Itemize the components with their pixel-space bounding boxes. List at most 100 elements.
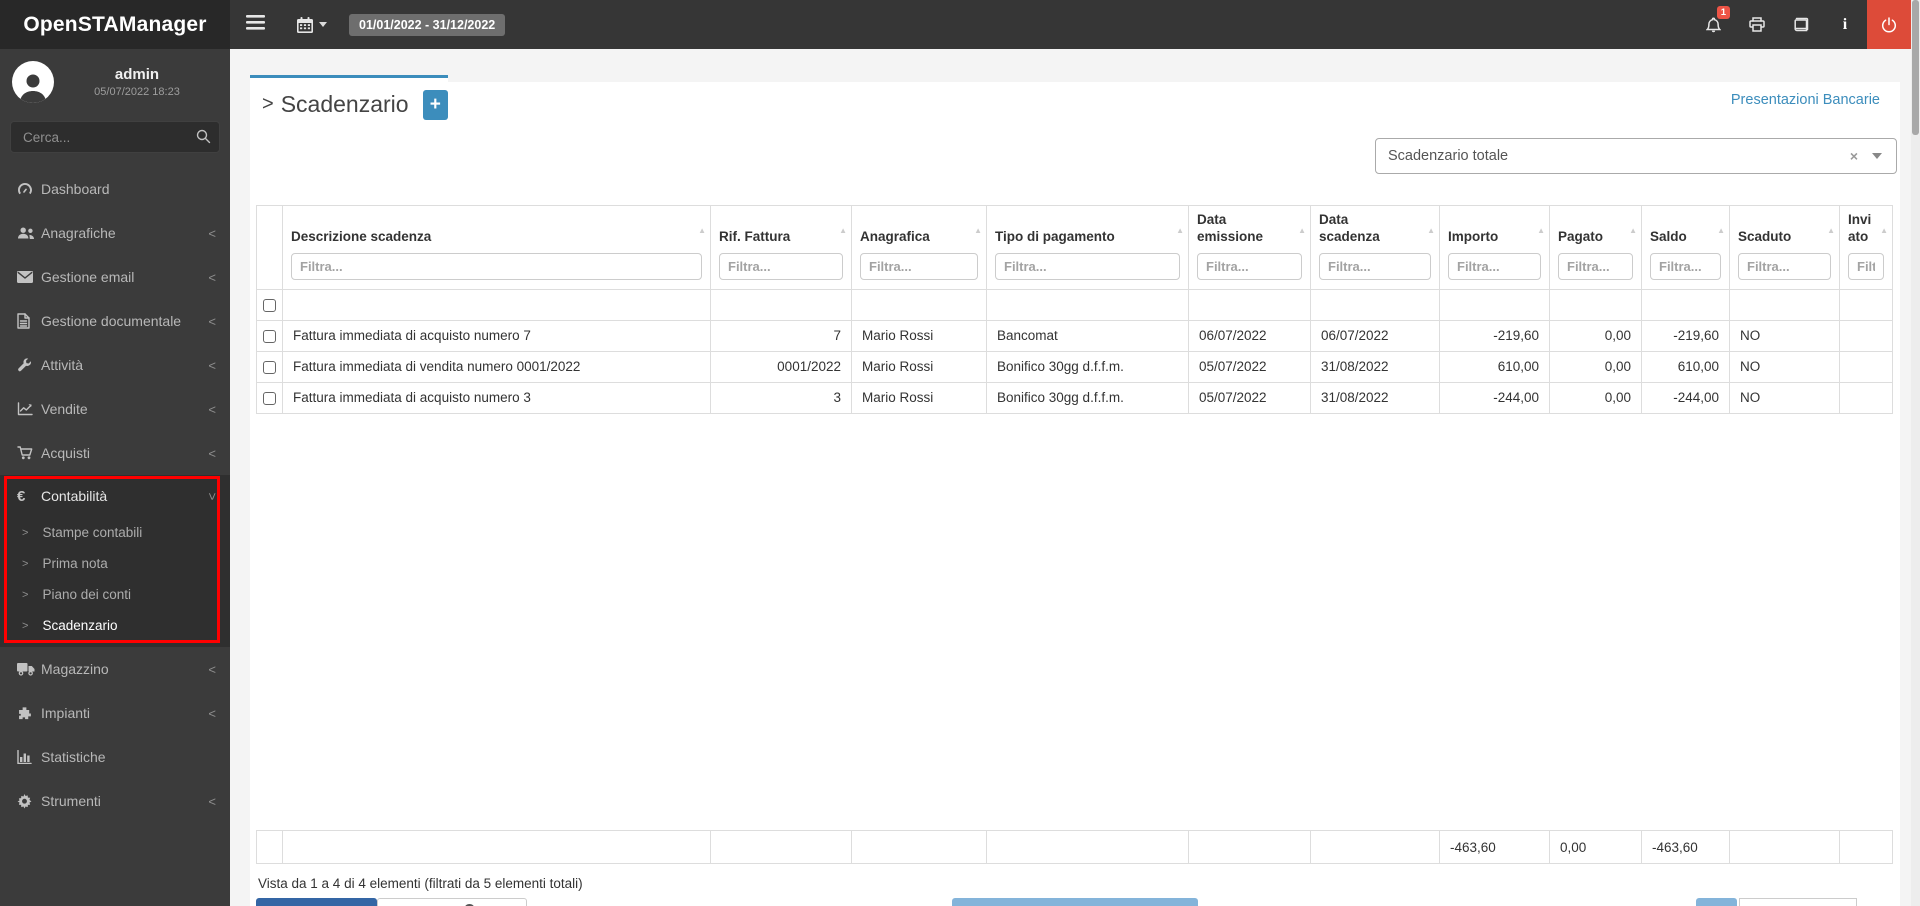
page-length-button-partial[interactable]: [952, 898, 1198, 906]
user-name: admin: [114, 66, 160, 83]
total-importo: -463,60: [1439, 830, 1550, 864]
sort-caret-icon: ▲: [1717, 225, 1725, 235]
filter-inviato-input[interactable]: [1848, 252, 1884, 280]
tab-scadenzario[interactable]: > Scadenzario +: [250, 75, 448, 131]
filter-rif-fattura-input[interactable]: [719, 252, 843, 280]
sidebar-item-magazzino[interactable]: Magazzino <: [0, 647, 230, 691]
sidebar-search: [10, 121, 220, 153]
sort-caret-icon: ▲: [839, 225, 847, 235]
sidebar-item-impianti[interactable]: Impianti <: [0, 691, 230, 735]
print-button[interactable]: [1735, 0, 1779, 49]
col-header-anagrafica[interactable]: Anagrafica ▲: [851, 204, 987, 249]
row-checkbox[interactable]: [263, 299, 276, 313]
sidebar-item-strumenti[interactable]: Strumenti <: [0, 779, 230, 823]
sidebar-item-attivita[interactable]: Attività <: [0, 343, 230, 387]
sort-caret-icon: ▲: [1427, 225, 1435, 235]
filter-data-emissione-input[interactable]: [1197, 252, 1302, 280]
sidebar-item-label: Statistiche: [41, 749, 106, 765]
sidebar-item-gestione-email[interactable]: Gestione email <: [0, 255, 230, 299]
filter-descrizione-input[interactable]: [291, 252, 702, 280]
logout-button[interactable]: [1867, 0, 1911, 49]
filter-scaduto-input[interactable]: [1738, 252, 1831, 280]
hamburger-menu-icon[interactable]: [246, 14, 265, 35]
col-header-rif-fattura[interactable]: Rif. Fattura ▲: [710, 204, 852, 249]
date-range-badge[interactable]: 01/01/2022 - 31/12/2022: [349, 13, 506, 36]
sort-caret-icon: ▲: [1880, 225, 1888, 235]
pagination-active-partial[interactable]: [1696, 898, 1737, 906]
col-header-importo[interactable]: Importo ▲: [1439, 204, 1550, 249]
calendar-picker-button[interactable]: [297, 16, 327, 33]
sidebar-subitem-piano-dei-conti[interactable]: > Piano dei conti: [0, 579, 230, 610]
row-checkbox[interactable]: [263, 392, 276, 406]
chevron-right-icon: >: [22, 619, 29, 632]
clear-select-icon[interactable]: ×: [1849, 148, 1858, 164]
sidebar-item-label: Acquisti: [41, 445, 91, 461]
chevron-left-icon: <: [208, 313, 216, 329]
wrench-icon: [17, 357, 41, 373]
filter-pagato-input[interactable]: [1558, 252, 1633, 280]
col-header-scaduto[interactable]: Scaduto ▲: [1729, 204, 1840, 249]
row-checkbox[interactable]: [263, 330, 276, 344]
sort-caret-icon: ▲: [1827, 225, 1835, 235]
search-input[interactable]: [10, 121, 220, 153]
row-checkbox[interactable]: [263, 361, 276, 375]
sidebar-subitem-scadenzario[interactable]: > Scadenzario: [0, 610, 230, 641]
bulk-actions-button-partial[interactable]: [377, 898, 527, 906]
envelope-icon: [17, 271, 41, 283]
sidebar-subitem-prima-nota[interactable]: > Prima nota: [0, 548, 230, 579]
sidebar-item-gestione-documentale[interactable]: Gestione documentale <: [0, 299, 230, 343]
filter-importo-input[interactable]: [1448, 252, 1541, 280]
filter-tipo-pagamento-input[interactable]: [995, 252, 1180, 280]
search-icon[interactable]: [196, 129, 211, 149]
presentazioni-bancarie-link[interactable]: Presentazioni Bancarie: [1730, 92, 1880, 108]
table-row[interactable]: Fattura immediata di acquisto numero 3 3…: [256, 381, 1893, 414]
sidebar-item-label: Dashboard: [41, 181, 110, 197]
sidebar-item-dashboard[interactable]: Dashboard: [0, 167, 230, 211]
contabilita-section: € Contabilità < > Stampe contabili > Pri…: [0, 475, 230, 647]
sidebar-item-label: Impianti: [41, 705, 91, 721]
main-content: > Scadenzario + Presentazioni Bancarie S…: [230, 49, 1911, 906]
col-header-data-scadenza[interactable]: Data scadenza ▲: [1310, 204, 1440, 249]
table-row[interactable]: Fattura immediata di vendita numero 0001…: [256, 350, 1893, 383]
col-header-saldo[interactable]: Saldo ▲: [1641, 204, 1730, 249]
chevron-left-icon: <: [208, 269, 216, 285]
add-record-button[interactable]: +: [422, 89, 448, 120]
notifications-button[interactable]: 1: [1691, 0, 1735, 49]
info-button[interactable]: i: [1823, 0, 1867, 49]
chevron-right-icon: >: [22, 588, 29, 601]
sidebar-subitem-stampe-contabili[interactable]: > Stampe contabili: [0, 517, 230, 548]
gear-icon: [17, 793, 41, 809]
col-header-inviato[interactable]: Inviato ▲: [1839, 204, 1893, 249]
col-header-pagato[interactable]: Pagato ▲: [1549, 204, 1642, 249]
sidebar-item-acquisti[interactable]: Acquisti <: [0, 431, 230, 475]
sidebar-subitem-label: Prima nota: [42, 556, 108, 571]
table-row[interactable]: Fattura immediata di acquisto numero 1 1…: [256, 288, 1893, 321]
scrollbar-thumb[interactable]: [1912, 0, 1919, 135]
sort-caret-icon: ▲: [698, 225, 706, 235]
app-logo[interactable]: OpenSTAManager: [0, 0, 230, 49]
filter-data-scadenza-input[interactable]: [1319, 252, 1431, 280]
export-button-partial[interactable]: [256, 898, 377, 906]
docs-button[interactable]: [1779, 0, 1823, 49]
pagination-next-partial[interactable]: [1739, 898, 1857, 906]
user-avatar: [12, 61, 54, 103]
sidebar-item-anagrafiche[interactable]: Anagrafiche <: [0, 211, 230, 255]
sidebar-item-vendite[interactable]: Vendite <: [0, 387, 230, 431]
sidebar-subitem-label: Scadenzario: [42, 618, 118, 633]
filter-anagrafica-input[interactable]: [860, 252, 978, 280]
col-header-descrizione[interactable]: Descrizione scadenza ▲: [282, 204, 711, 249]
col-header-data-emissione[interactable]: Data emissione ▲: [1188, 204, 1311, 249]
sidebar-item-contabilita[interactable]: € Contabilità <: [0, 475, 230, 517]
person-icon: [20, 74, 46, 103]
filter-saldo-input[interactable]: [1650, 252, 1721, 280]
sidebar-subitem-label: Piano dei conti: [42, 587, 131, 602]
scadenzario-type-select[interactable]: Scadenzario totale ×: [1375, 138, 1897, 174]
col-header-tipo-pagamento[interactable]: Tipo di pagamento ▲: [986, 204, 1189, 249]
sidebar-item-statistiche[interactable]: Statistiche: [0, 735, 230, 779]
select-all-header: [256, 204, 283, 249]
select-caret-icon[interactable]: [1872, 153, 1882, 159]
table-row[interactable]: Fattura immediata di acquisto numero 7 7…: [256, 319, 1893, 352]
printer-icon: [1749, 17, 1765, 32]
vertical-scrollbar[interactable]: [1911, 0, 1920, 906]
sidebar: OpenSTAManager admin 05/07/2022 18:23 Da…: [0, 0, 230, 906]
